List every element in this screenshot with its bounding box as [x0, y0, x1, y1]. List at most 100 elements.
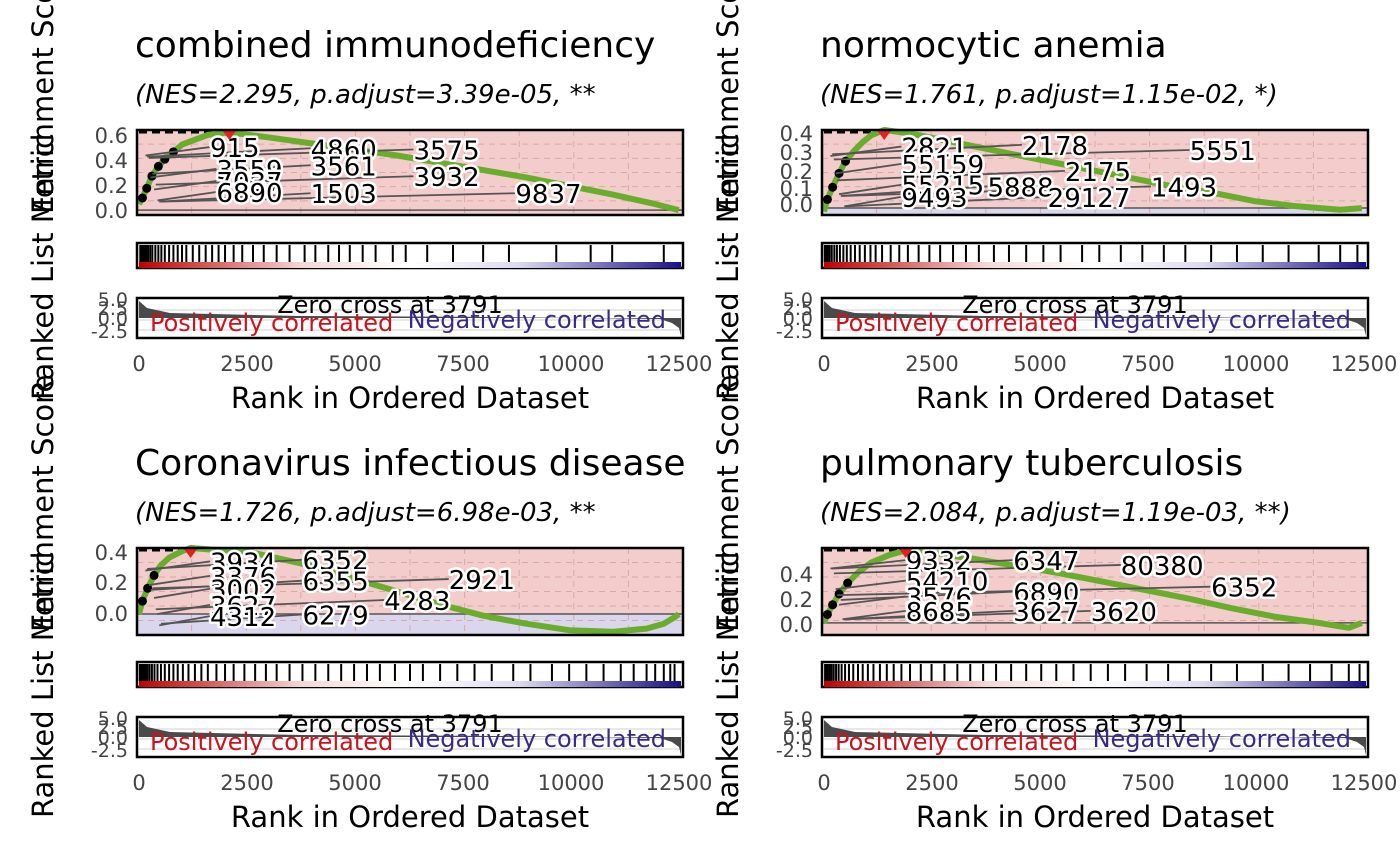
gene-label: 9837 — [515, 180, 581, 210]
gene-label: 29127 — [1048, 184, 1131, 214]
metric-y-tick: 5.0 — [783, 289, 813, 311]
label-leader — [148, 574, 211, 586]
es-y-tick: 0.2 — [95, 571, 128, 595]
es-y-tick: 0.2 — [780, 160, 813, 184]
gene-label: 6890 — [1013, 579, 1079, 609]
metric-axis-label: Ranked List Metric — [711, 133, 745, 400]
gene-label: 3376 — [210, 563, 276, 593]
label-leader — [155, 175, 414, 186]
panel-subtitle: (NES=1.726, p.adjust=6.98e-03, ** — [135, 498, 596, 528]
es-y-tick: 0.0 — [95, 199, 128, 223]
es-frame — [135, 546, 685, 637]
positively-correlated-label: Positively correlated — [150, 728, 393, 756]
rank-gradient-bar — [824, 262, 1366, 268]
label-leader — [152, 578, 449, 590]
metric-y-tick: -2.5 — [776, 321, 813, 343]
x-tick: 12500 — [1331, 352, 1398, 376]
ranked-metric-plot: Zero cross at 3791 Positively correlated… — [776, 289, 1397, 415]
es-plot: 2821 2178 5551 55159 2175 55215 5888 1493 9493 29… — [780, 122, 1370, 217]
metric-y-ticks: 5.0 2.5 0.0 -2.5 — [91, 289, 128, 343]
metric-y-tick: 2.5 — [783, 717, 813, 739]
metric-y-tick: 0.0 — [98, 308, 128, 330]
label-leader — [833, 149, 1190, 161]
es-frame — [135, 128, 685, 217]
gene-label: 6347 — [1013, 547, 1079, 577]
gene-label: 3559 — [216, 156, 282, 186]
x-tick: 10000 — [538, 771, 605, 795]
leading-edge-point — [137, 193, 147, 203]
es-peak-marker — [182, 547, 199, 558]
x-axis-label: Rank in Ordered Dataset — [916, 381, 1274, 415]
es-frame — [820, 546, 1370, 637]
metric-axis-label: Ranked List Metric — [26, 551, 60, 818]
metric-y-tick: 2.5 — [98, 298, 128, 320]
x-ticks: 0 2500 5000 7500 10000 12500 — [132, 771, 712, 795]
x-tick: 0 — [132, 771, 145, 795]
x-tick: 5000 — [328, 771, 381, 795]
hit-marks — [824, 664, 1361, 681]
metric-y-tick: -2.5 — [91, 740, 128, 762]
leading-edge-point — [843, 578, 853, 588]
x-tick: 7500 — [1121, 771, 1174, 795]
x-tick: 2500 — [905, 352, 958, 376]
negatively-correlated-label: Negatively correlated — [1093, 306, 1351, 334]
panel-subtitle: (NES=2.295, p.adjust=3.39e-05, ** — [135, 80, 596, 110]
x-ticks: 0 2500 5000 7500 10000 12500 — [817, 352, 1397, 376]
gene-label: 3934 — [210, 548, 276, 578]
label-leader — [147, 147, 311, 158]
panel-normocytic-anemia: normocytic anemia (NES=1.761, p.adjust=1… — [711, 0, 1397, 415]
leading-edge-point — [143, 583, 153, 593]
label-leader — [833, 564, 1121, 575]
x-tick: 12500 — [1331, 771, 1398, 795]
x-tick: 5000 — [328, 352, 381, 376]
label-leader — [838, 183, 902, 196]
metric-gridlines — [139, 728, 681, 750]
negatively-correlated-label: Negatively correlated — [408, 306, 666, 334]
gene-label: 3627 — [1013, 598, 1079, 628]
metric-y-tick: 5.0 — [98, 289, 128, 311]
gene-label: 9493 — [901, 184, 967, 214]
panel-subtitle: (NES=2.084, p.adjust=1.19e-03, **) — [820, 498, 1291, 528]
metric-axis-label: Ranked List Metric — [26, 133, 60, 400]
gene-label: 54210 — [906, 568, 989, 598]
gene-label: 6352 — [1211, 574, 1277, 604]
x-tick: 7500 — [436, 352, 489, 376]
label-leader — [152, 164, 311, 175]
rank-gradient-bar — [139, 681, 681, 687]
gene-label: 55215 — [901, 172, 984, 202]
es-y-tick: 0.0 — [95, 602, 128, 626]
gene-label: 3620 — [1091, 598, 1157, 628]
x-tick: 0 — [132, 352, 145, 376]
zero-cross-label: Zero cross at 3791 — [277, 291, 503, 319]
panel-title: pulmonary tuberculosis — [820, 443, 1243, 484]
es-peak-marker — [897, 547, 914, 558]
es-y-tick: 0.4 — [780, 563, 813, 587]
label-leader — [837, 169, 1065, 182]
es-y-tick: 0.2 — [95, 174, 128, 198]
metric-y-tick: 5.0 — [783, 708, 813, 730]
x-tick: 2500 — [220, 352, 273, 376]
leading-edge-point — [137, 596, 147, 606]
leading-edge-point — [149, 570, 159, 580]
label-leader — [153, 587, 211, 599]
label-leader — [835, 579, 906, 590]
gene-label: 55159 — [901, 151, 984, 181]
x-tick: 2500 — [220, 771, 273, 795]
leading-edge-points — [822, 578, 853, 619]
hit-rug — [135, 241, 685, 270]
leading-edge-point — [153, 161, 163, 171]
hit-rug — [135, 660, 685, 689]
leading-edge-point — [834, 589, 844, 599]
gene-label: 7037 — [216, 168, 282, 198]
gene-label: 4860 — [311, 135, 377, 165]
es-axis-label: Enrichment Score — [711, 375, 745, 632]
rank-gradient-bar — [824, 681, 1366, 687]
metric-gridlines — [824, 309, 1366, 331]
label-leader-lines — [830, 559, 1212, 621]
metric-y-tick: 0.0 — [783, 727, 813, 749]
label-leader — [845, 195, 1048, 208]
label-leader — [157, 603, 211, 615]
metric-y-tick: -2.5 — [91, 321, 128, 343]
